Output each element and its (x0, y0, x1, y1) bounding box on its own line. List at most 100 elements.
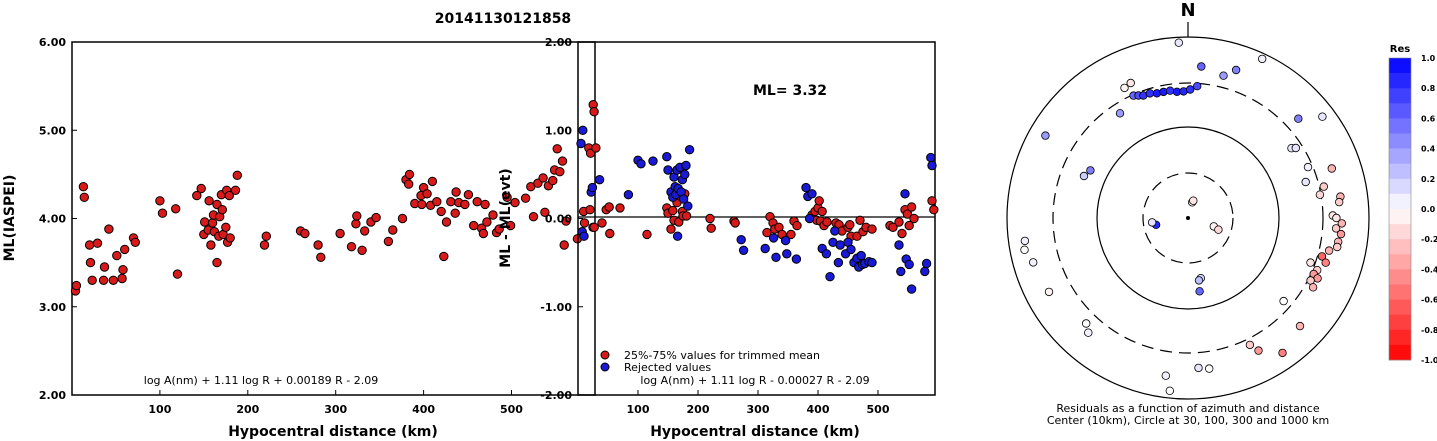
left-point-red (548, 175, 558, 186)
middle-point-blue (663, 165, 673, 175)
polar-point (1315, 190, 1325, 199)
left-point-red (432, 197, 442, 207)
polar-point (1185, 85, 1195, 94)
polar-point (1318, 112, 1327, 121)
left-point-red (196, 183, 206, 194)
left-point-red (78, 182, 89, 192)
left-point-red (300, 228, 310, 239)
colorbar-tick-label: -0.6 (1421, 296, 1437, 305)
middle-point-red (705, 213, 715, 224)
left-point-red (357, 245, 367, 256)
colorbar-ticks: 1.0 0.8 0.6 0.4 0.2 0.0 -0.2 -0.4 -0.6 -0.8 -1.0 (1421, 54, 1437, 365)
polar-point (1331, 224, 1341, 233)
polar-point (1327, 164, 1336, 173)
middle-point-blue (680, 169, 690, 180)
polar-point (1324, 246, 1334, 255)
left-point-red (488, 210, 498, 220)
ring-100km (1096, 126, 1280, 310)
colorbar-cell (1389, 193, 1411, 210)
polar-point (1079, 171, 1089, 181)
middle-point-red (904, 220, 914, 231)
left-ytick-label: 6.00 (39, 36, 66, 49)
middle-point-blue (587, 182, 598, 193)
middle-point-blue (678, 194, 689, 204)
polar-point (1086, 166, 1095, 175)
xlabel-middle: Hypocentral distance (km) (650, 424, 860, 440)
middle-point-blue (801, 182, 811, 193)
polar-point (1332, 213, 1341, 223)
left-point-red (157, 208, 168, 218)
polar-point (1336, 229, 1346, 239)
polar-point (1120, 83, 1129, 93)
data-points-polar (1020, 38, 1346, 395)
polar-point (1254, 346, 1263, 355)
colorbar-tick-label: 0.0 (1421, 205, 1436, 214)
middle-point-red (585, 205, 595, 215)
middle-point-red (929, 205, 939, 215)
polar-point (1231, 65, 1241, 75)
polar-point (1337, 219, 1346, 228)
middle-point-red (894, 217, 904, 227)
colorbar-tick-label: -0.2 (1421, 235, 1437, 244)
polar-point (1278, 348, 1287, 358)
polar-point (1041, 131, 1050, 140)
polar-point (1161, 371, 1170, 380)
middle-point-blue (636, 159, 646, 169)
middle-point-blue (791, 254, 802, 264)
left-point-red (439, 251, 449, 262)
polar-point (1189, 196, 1198, 205)
colorbar-cell (1389, 269, 1411, 285)
colorbar-tick-label: 0.6 (1421, 114, 1436, 123)
middle-point-blue (927, 160, 937, 171)
left-point-red (130, 237, 141, 248)
left-point-red (352, 211, 362, 221)
center-point (1186, 216, 1190, 220)
left-point-red (313, 240, 323, 250)
middle-point-red (817, 206, 827, 217)
middle-point-red (604, 202, 614, 212)
middle-point-blue (921, 258, 932, 269)
polar-point (1313, 274, 1322, 283)
colorbar-tick-label: 0.4 (1421, 145, 1436, 154)
left-point-red (79, 192, 90, 203)
middle-point-red (814, 196, 824, 206)
middle-point-blue (835, 240, 845, 250)
left-point-red (346, 242, 357, 252)
left-point-red (388, 225, 398, 235)
middle-point-blue (856, 250, 866, 261)
left-point-red (480, 199, 490, 210)
polar-point (1192, 81, 1202, 91)
colorbar-tick-label: 0.8 (1421, 84, 1436, 93)
polar-point (1126, 78, 1135, 88)
ylabel-middle: ML - ML(evt) (498, 168, 514, 267)
colorbar-cell (1389, 299, 1411, 315)
legend-label-red: 25%-75% values for trimmed mean (624, 349, 820, 362)
polar-point (1145, 89, 1155, 98)
polar-point (1204, 364, 1214, 373)
middle-point-blue (760, 243, 770, 254)
middle-point-blue (894, 240, 904, 250)
left-point-red (371, 212, 381, 223)
left-xtick-label: 100 (148, 403, 171, 416)
left-point-red (436, 206, 446, 217)
polar-point (1308, 283, 1318, 292)
middle-point-red (855, 215, 865, 226)
middle-point-red (730, 218, 740, 228)
polar-point (1165, 386, 1174, 395)
middle-point-red (867, 224, 877, 234)
polar-caption-line2: Center (10km), Circle at 30, 100, 300 an… (1047, 414, 1329, 427)
colorbar-cell (1389, 344, 1411, 361)
left-point-red (171, 204, 181, 214)
middle-point-blue (807, 189, 817, 199)
colorbar: Res 1.0 0.8 0.6 0.4 0.2 0.0 -0.2 -0.4 -0.6 -0.8 -1… (1388, 44, 1437, 365)
polar-point (1028, 258, 1038, 267)
polar-point (1214, 225, 1223, 234)
left-point-red (87, 275, 97, 285)
left-point-red (469, 220, 479, 231)
left-point-red (441, 217, 452, 227)
left-point-red (397, 213, 408, 224)
colorbar-cell (1389, 58, 1411, 74)
left-point-red (192, 190, 202, 201)
middle-point-blue (594, 175, 605, 185)
